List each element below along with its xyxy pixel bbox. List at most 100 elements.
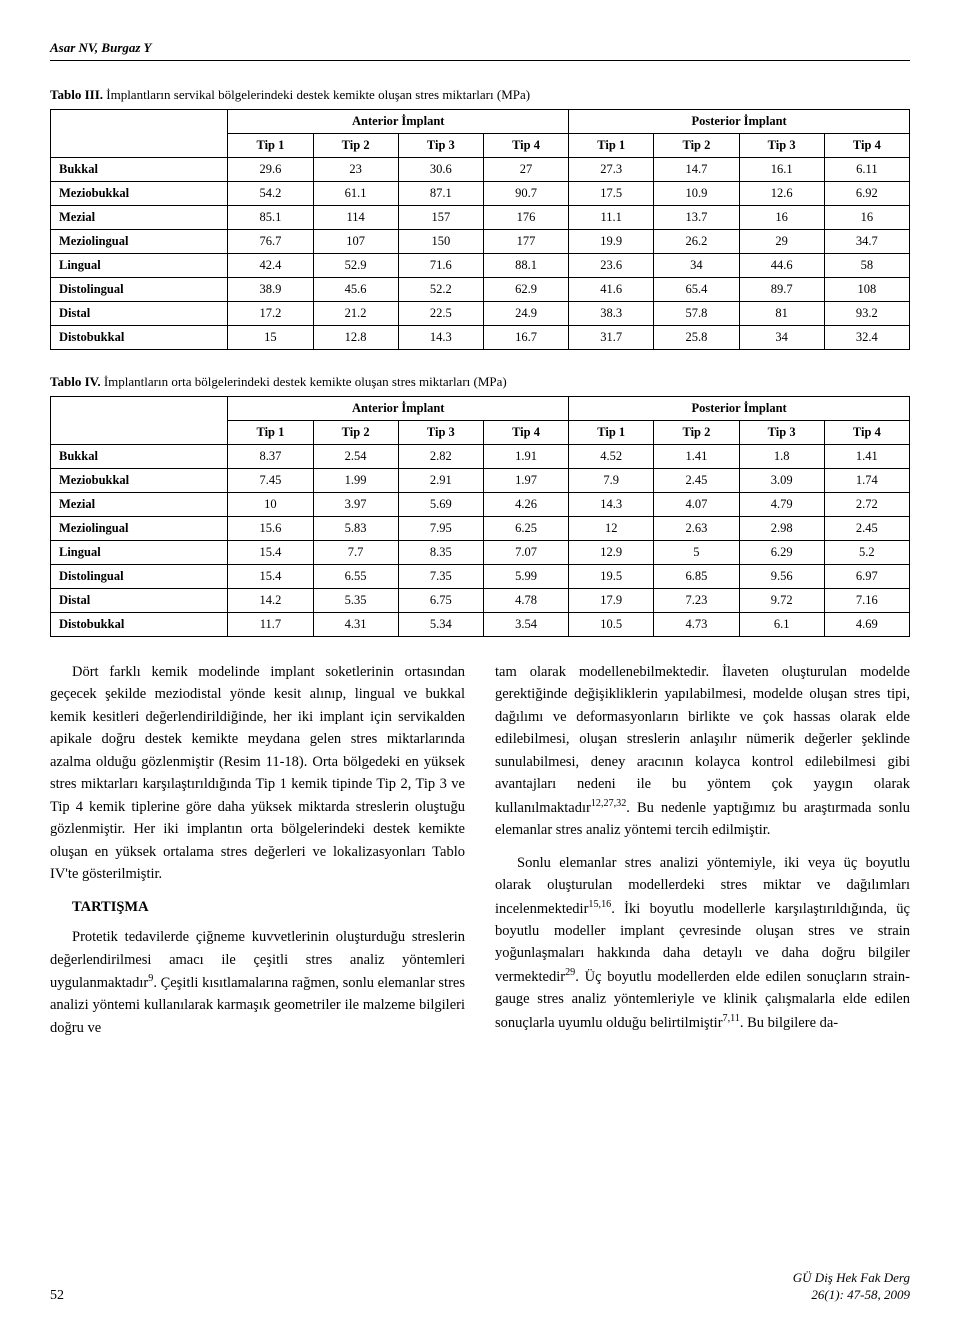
- table4-cell: 2.45: [654, 469, 739, 493]
- table3-cell: 34: [654, 254, 739, 278]
- table3-cell: 93.2: [824, 302, 909, 326]
- table3-cell: 54.2: [228, 182, 313, 206]
- table3-cell: 90.7: [483, 182, 568, 206]
- table4-row-label: Distal: [51, 589, 228, 613]
- table3-cell: 89.7: [739, 278, 824, 302]
- table3-cell: 87.1: [398, 182, 483, 206]
- table3-row-label: Distal: [51, 302, 228, 326]
- table4-cell: 4.79: [739, 493, 824, 517]
- table3-caption-label: Tablo III.: [50, 87, 103, 102]
- table4-row: Meziobukkal7.451.992.911.977.92.453.091.…: [51, 469, 910, 493]
- table4-cell: 15.4: [228, 541, 313, 565]
- table3-caption: Tablo III. İmplantların servikal bölgele…: [50, 87, 910, 103]
- table3-cell: 25.8: [654, 326, 739, 350]
- table4-tip-6: Tip 3: [739, 421, 824, 445]
- table3-row-label: Mezial: [51, 206, 228, 230]
- table3-row: Distal17.221.222.524.938.357.88193.2: [51, 302, 910, 326]
- table4-cell: 5.35: [313, 589, 398, 613]
- table3-cell: 13.7: [654, 206, 739, 230]
- page-number: 52: [50, 1288, 64, 1304]
- table3-cell: 29: [739, 230, 824, 254]
- table3-cell: 12.6: [739, 182, 824, 206]
- left-p1: Dört farklı kemik modelinde implant soke…: [50, 661, 465, 886]
- table4-cell: 2.54: [313, 445, 398, 469]
- table3-tip-7: Tip 4: [824, 134, 909, 158]
- table3-cell: 15: [228, 326, 313, 350]
- table4-cell: 5.83: [313, 517, 398, 541]
- table3-cell: 11.1: [569, 206, 654, 230]
- table4-row-label: Distobukkal: [51, 613, 228, 637]
- table4-row: Distal14.25.356.754.7817.97.239.727.16: [51, 589, 910, 613]
- right-p2: Sonlu elemanlar stres analizi yöntemiyle…: [495, 852, 910, 1034]
- table4-cell: 12: [569, 517, 654, 541]
- table4-tip-4: Tip 1: [569, 421, 654, 445]
- table4-cell: 6.75: [398, 589, 483, 613]
- table3-cell: 14.7: [654, 158, 739, 182]
- table4-row-label: Lingual: [51, 541, 228, 565]
- table3-cell: 16: [824, 206, 909, 230]
- table4-cell: 4.78: [483, 589, 568, 613]
- table3-row: Meziobukkal54.261.187.190.717.510.912.66…: [51, 182, 910, 206]
- table4-cell: 3.97: [313, 493, 398, 517]
- table4-caption: Tablo IV. İmplantların orta bölgelerinde…: [50, 374, 910, 390]
- table4-cell: 6.55: [313, 565, 398, 589]
- table4-cell: 7.23: [654, 589, 739, 613]
- right-p1-sup: 12,27,32: [591, 798, 626, 809]
- table4-group-posterior: Posterior İmplant: [569, 397, 910, 421]
- table4-cell: 5: [654, 541, 739, 565]
- table3-row-label: Distolingual: [51, 278, 228, 302]
- table4-row-label: Meziolingual: [51, 517, 228, 541]
- table4-cell: 1.8: [739, 445, 824, 469]
- table4-cell: 5.34: [398, 613, 483, 637]
- right-p1: tam olarak modellenebilmektedir. İlavete…: [495, 661, 910, 842]
- table4-cell: 6.1: [739, 613, 824, 637]
- table3-row: Lingual42.452.971.688.123.63444.658: [51, 254, 910, 278]
- table3-row: Meziolingual76.710715017719.926.22934.7: [51, 230, 910, 254]
- table3-cell: 6.92: [824, 182, 909, 206]
- table4-caption-label: Tablo IV.: [50, 374, 101, 389]
- table4-cell: 1.99: [313, 469, 398, 493]
- table3-cell: 34.7: [824, 230, 909, 254]
- table4-cell: 12.9: [569, 541, 654, 565]
- table3: Anterior İmplant Posterior İmplant Tip 1…: [50, 109, 910, 350]
- table4-cell: 15.4: [228, 565, 313, 589]
- table3-cell: 62.9: [483, 278, 568, 302]
- table4-group-anterior: Anterior İmplant: [228, 397, 569, 421]
- table3-row-label: Meziobukkal: [51, 182, 228, 206]
- table3-cell: 85.1: [228, 206, 313, 230]
- table4-cell: 7.35: [398, 565, 483, 589]
- header-rule: [50, 60, 910, 61]
- table3-tip-5: Tip 2: [654, 134, 739, 158]
- table3-cell: 107: [313, 230, 398, 254]
- table4-tip-1: Tip 2: [313, 421, 398, 445]
- table3-cell: 81: [739, 302, 824, 326]
- table4-cell: 2.63: [654, 517, 739, 541]
- table3-tip-4: Tip 1: [569, 134, 654, 158]
- table3-cell: 23.6: [569, 254, 654, 278]
- table3-cell: 44.6: [739, 254, 824, 278]
- table4-cell: 14.3: [569, 493, 654, 517]
- table3-cell: 176: [483, 206, 568, 230]
- table4-cell: 14.2: [228, 589, 313, 613]
- table4-row-label: Meziobukkal: [51, 469, 228, 493]
- table4-cell: 2.72: [824, 493, 909, 517]
- table3-row: Distobukkal1512.814.316.731.725.83432.4: [51, 326, 910, 350]
- table4-caption-text: İmplantların orta bölgelerindeki destek …: [101, 374, 507, 389]
- table4-row: Bukkal8.372.542.821.914.521.411.81.41: [51, 445, 910, 469]
- table3-cell: 41.6: [569, 278, 654, 302]
- table3-cell: 27: [483, 158, 568, 182]
- table4-row-label: Mezial: [51, 493, 228, 517]
- table4-cell: 6.97: [824, 565, 909, 589]
- table4-cell: 1.41: [824, 445, 909, 469]
- table3-cell: 76.7: [228, 230, 313, 254]
- table3-cell: 16.7: [483, 326, 568, 350]
- table4-tip-3: Tip 4: [483, 421, 568, 445]
- table4-cell: 4.73: [654, 613, 739, 637]
- table4-cell: 4.31: [313, 613, 398, 637]
- table4: Anterior İmplant Posterior İmplant Tip 1…: [50, 396, 910, 637]
- table4-cell: 3.09: [739, 469, 824, 493]
- table4-cell: 7.9: [569, 469, 654, 493]
- section-heading: TARTIŞMA: [50, 896, 465, 918]
- table4-cell: 2.82: [398, 445, 483, 469]
- table3-cell: 45.6: [313, 278, 398, 302]
